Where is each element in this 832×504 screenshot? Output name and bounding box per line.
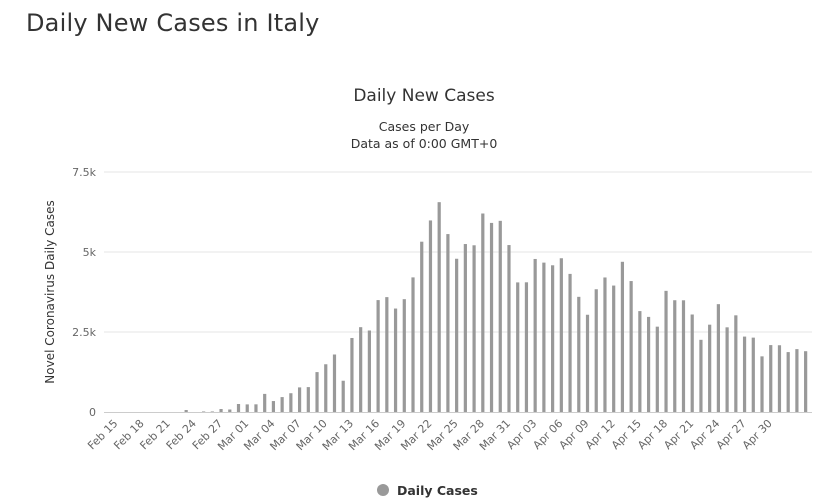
bar[interactable] — [751, 337, 755, 412]
bar[interactable] — [489, 222, 494, 412]
bar[interactable] — [664, 290, 668, 412]
bar[interactable] — [463, 244, 467, 412]
bar[interactable] — [742, 336, 747, 412]
bar[interactable] — [367, 330, 371, 412]
bar[interactable] — [280, 397, 284, 412]
bar[interactable] — [769, 345, 773, 412]
bar[interactable] — [690, 314, 694, 412]
bar[interactable] — [795, 349, 799, 412]
bar[interactable] — [236, 404, 241, 412]
bar[interactable] — [254, 404, 258, 412]
page-title: Daily New Cases in Italy — [26, 9, 320, 37]
bar[interactable] — [638, 311, 642, 412]
bar[interactable] — [297, 387, 302, 412]
bar[interactable] — [498, 220, 502, 412]
bar[interactable] — [472, 245, 476, 412]
bar[interactable] — [437, 202, 441, 412]
chart-title: Daily New Cases — [353, 86, 495, 106]
bar[interactable] — [481, 213, 485, 412]
legend[interactable]: Daily Cases — [377, 483, 478, 498]
bar[interactable] — [655, 326, 659, 412]
bar[interactable] — [350, 337, 354, 412]
legend-label: Daily Cases — [397, 483, 478, 498]
bar[interactable] — [428, 220, 433, 412]
bar[interactable] — [760, 356, 764, 412]
bar[interactable] — [725, 327, 729, 412]
bar-series — [184, 202, 808, 412]
bar[interactable] — [620, 261, 625, 412]
bar[interactable] — [332, 354, 337, 412]
bar[interactable] — [594, 289, 598, 412]
y-tick-label: 2.5k — [72, 326, 96, 339]
bar[interactable] — [699, 339, 703, 412]
bar[interactable] — [420, 241, 424, 412]
bar[interactable] — [507, 245, 511, 412]
bar[interactable] — [263, 393, 267, 412]
bar[interactable] — [708, 324, 712, 412]
bar[interactable] — [184, 410, 188, 412]
bar[interactable] — [777, 345, 782, 412]
bar[interactable] — [673, 300, 677, 412]
y-axis-label: Novel Coronavirus Daily Cases — [43, 200, 57, 383]
bar[interactable] — [245, 404, 249, 412]
bar[interactable] — [324, 364, 328, 412]
bar[interactable] — [376, 300, 380, 412]
bar[interactable] — [455, 258, 459, 412]
bar[interactable] — [786, 352, 790, 412]
y-tick-label: 0 — [89, 406, 96, 419]
chart-subtitle-line-1: Cases per Day — [379, 119, 470, 134]
bar[interactable] — [402, 299, 406, 412]
bar[interactable] — [542, 262, 546, 412]
bar[interactable] — [446, 234, 450, 412]
bar[interactable] — [533, 258, 537, 412]
bar[interactable] — [219, 409, 223, 412]
bar[interactable] — [341, 380, 345, 412]
legend-marker — [377, 484, 389, 496]
bar[interactable] — [585, 314, 590, 412]
bar[interactable] — [646, 316, 651, 412]
bar[interactable] — [359, 327, 363, 412]
bar[interactable] — [551, 265, 555, 412]
bar[interactable] — [524, 282, 529, 412]
bar[interactable] — [202, 411, 206, 412]
bar[interactable] — [210, 411, 214, 412]
bar[interactable] — [577, 296, 581, 412]
bar[interactable] — [603, 277, 607, 412]
bar[interactable] — [681, 300, 686, 412]
bar[interactable] — [629, 281, 633, 412]
bar[interactable] — [411, 277, 415, 412]
bar[interactable] — [315, 372, 319, 412]
y-tick-label: 5k — [83, 246, 97, 259]
bar[interactable] — [734, 315, 738, 412]
bar[interactable] — [306, 387, 310, 412]
bar[interactable] — [559, 258, 563, 412]
bar[interactable] — [568, 273, 572, 412]
bar[interactable] — [289, 393, 293, 412]
x-tick-label: Apr 30 — [740, 417, 775, 452]
bar[interactable] — [716, 304, 720, 412]
bar[interactable] — [804, 351, 808, 412]
y-axis-ticks: 0 2.5k 5k 7.5k — [72, 166, 96, 419]
bar[interactable] — [271, 401, 276, 412]
chart-subtitle-line-2: Data as of 0:00 GMT+0 — [351, 136, 498, 151]
bar[interactable] — [612, 285, 616, 412]
y-tick-label: 7.5k — [72, 166, 96, 179]
bar[interactable] — [228, 409, 232, 412]
bar[interactable] — [516, 282, 520, 412]
bar[interactable] — [385, 297, 389, 412]
bar[interactable] — [393, 308, 398, 412]
